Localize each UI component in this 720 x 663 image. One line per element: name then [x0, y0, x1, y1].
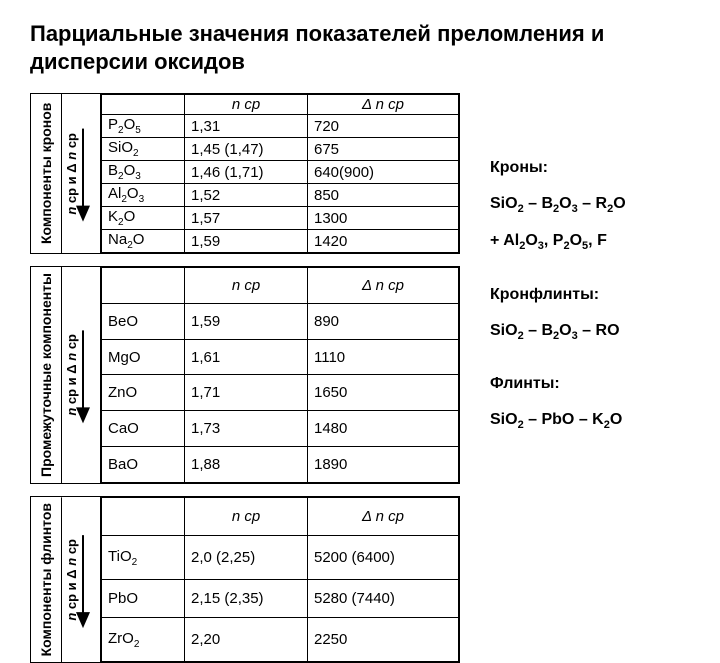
table-row: B2O31,46 (1,71)640(900) — [102, 161, 459, 184]
cell-formula: BeO — [102, 303, 185, 339]
table-caption: Компоненты флинтов — [31, 497, 62, 662]
table-row: MgO1,611110 — [102, 339, 459, 375]
table-row: CaO1,731480 — [102, 411, 459, 447]
arrow-label: n ср и Δ n ср — [64, 133, 79, 215]
table-caption: Промежуточные компоненты — [31, 267, 62, 483]
note-block: Кронфлинты: SiO2 – B2O3 – RO — [490, 280, 626, 347]
note-line: + Al2O3, P2O5, F — [490, 226, 626, 257]
cell-dn: 850 — [308, 184, 459, 207]
cell-formula: P2O5 — [102, 115, 185, 138]
cell-n: 1,73 — [185, 411, 308, 447]
arrow-label: n ср и Δ n ср — [64, 334, 79, 416]
table-block: Компоненты кроновn ср и Δ n ср n срΔ n с… — [30, 93, 460, 254]
table-row: Al2O31,52850 — [102, 184, 459, 207]
tables-column: Компоненты кроновn ср и Δ n ср n срΔ n с… — [30, 93, 460, 663]
cell-formula: CaO — [102, 411, 185, 447]
note-block: Кроны: SiO2 – B2O3 – R2O + Al2O3, P2O5, F — [490, 153, 626, 258]
cell-formula: Na2O — [102, 230, 185, 253]
table-row: ZrO22,202250 — [102, 618, 459, 662]
cell-n: 2,15 (2,35) — [185, 580, 308, 618]
col-dn: Δ n ср — [308, 268, 459, 304]
cell-n: 2,0 (2,25) — [185, 536, 308, 580]
cell-n: 1,45 (1,47) — [185, 138, 308, 161]
cell-dn: 720 — [308, 115, 459, 138]
cell-formula: ZrO2 — [102, 618, 185, 662]
table-row: BaO1,881890 — [102, 447, 459, 483]
table-block: Промежуточные компонентыn ср и Δ n ср n … — [30, 266, 460, 484]
cell-formula: Al2O3 — [102, 184, 185, 207]
arrow-column: n ср и Δ n ср — [62, 497, 101, 662]
cell-n: 1,88 — [185, 447, 308, 483]
cell-dn: 1480 — [308, 411, 459, 447]
cell-formula: K2O — [102, 207, 185, 230]
note-line: SiO2 – B2O3 – R2O — [490, 189, 626, 220]
cell-dn: 5280 (7440) — [308, 580, 459, 618]
page-title: Парциальные значения показателей преломл… — [30, 20, 690, 75]
table-row: K2O1,571300 — [102, 207, 459, 230]
col-formula — [102, 95, 185, 115]
cell-formula: SiO2 — [102, 138, 185, 161]
cell-dn: 1110 — [308, 339, 459, 375]
table-caption: Компоненты кронов — [31, 94, 62, 253]
col-formula — [102, 268, 185, 304]
cell-dn: 1300 — [308, 207, 459, 230]
note-block: Флинты: SiO2 – PbO – K2O — [490, 369, 626, 436]
table-row: SiO21,45 (1,47)675 — [102, 138, 459, 161]
table-block: Компоненты флинтовn ср и Δ n ср n срΔ n … — [30, 496, 460, 663]
arrow-label: n ср и Δ n ср — [64, 539, 79, 621]
table-row: ZnO1,711650 — [102, 375, 459, 411]
table-row: Na2O1,591420 — [102, 230, 459, 253]
data-table: n срΔ n срP2O51,31720SiO21,45 (1,47)675B… — [101, 94, 459, 253]
cell-dn: 2250 — [308, 618, 459, 662]
cell-n: 2,20 — [185, 618, 308, 662]
side-notes: Кроны:SiO2 – B2O3 – R2O+ Al2O3, P2O5, FК… — [490, 93, 626, 663]
cell-formula: PbO — [102, 580, 185, 618]
note-line: SiO2 – PbO – K2O — [490, 405, 626, 436]
cell-n: 1,46 (1,71) — [185, 161, 308, 184]
cell-n: 1,31 — [185, 115, 308, 138]
cell-n: 1,57 — [185, 207, 308, 230]
col-formula — [102, 497, 185, 535]
cell-n: 1,61 — [185, 339, 308, 375]
table-row: PbO2,15 (2,35)5280 (7440) — [102, 580, 459, 618]
cell-dn: 640(900) — [308, 161, 459, 184]
col-dn: Δ n ср — [308, 497, 459, 535]
note-title: Флинты: — [490, 369, 626, 399]
table-row: P2O51,31720 — [102, 115, 459, 138]
cell-dn: 1420 — [308, 230, 459, 253]
col-n: n ср — [185, 95, 308, 115]
cell-formula: BaO — [102, 447, 185, 483]
cell-dn: 1650 — [308, 375, 459, 411]
data-table: n срΔ n срBeO1,59890MgO1,611110ZnO1,7116… — [101, 267, 459, 483]
cell-n: 1,59 — [185, 230, 308, 253]
cell-dn: 1890 — [308, 447, 459, 483]
note-line: SiO2 – B2O3 – RO — [490, 316, 626, 347]
cell-formula: B2O3 — [102, 161, 185, 184]
arrow-column: n ср и Δ n ср — [62, 94, 101, 253]
col-dn: Δ n ср — [308, 95, 459, 115]
note-title: Кроны: — [490, 153, 626, 183]
content-row: Компоненты кроновn ср и Δ n ср n срΔ n с… — [30, 93, 690, 663]
cell-dn: 675 — [308, 138, 459, 161]
table-row: TiO22,0 (2,25)5200 (6400) — [102, 536, 459, 580]
cell-dn: 890 — [308, 303, 459, 339]
cell-dn: 5200 (6400) — [308, 536, 459, 580]
col-n: n ср — [185, 497, 308, 535]
note-title: Кронфлинты: — [490, 280, 626, 310]
data-table: n срΔ n срTiO22,0 (2,25)5200 (6400)PbO2,… — [101, 497, 459, 662]
cell-formula: ZnO — [102, 375, 185, 411]
cell-n: 1,71 — [185, 375, 308, 411]
cell-n: 1,52 — [185, 184, 308, 207]
col-n: n ср — [185, 268, 308, 304]
cell-formula: TiO2 — [102, 536, 185, 580]
cell-formula: MgO — [102, 339, 185, 375]
table-row: BeO1,59890 — [102, 303, 459, 339]
cell-n: 1,59 — [185, 303, 308, 339]
arrow-column: n ср и Δ n ср — [62, 267, 101, 483]
